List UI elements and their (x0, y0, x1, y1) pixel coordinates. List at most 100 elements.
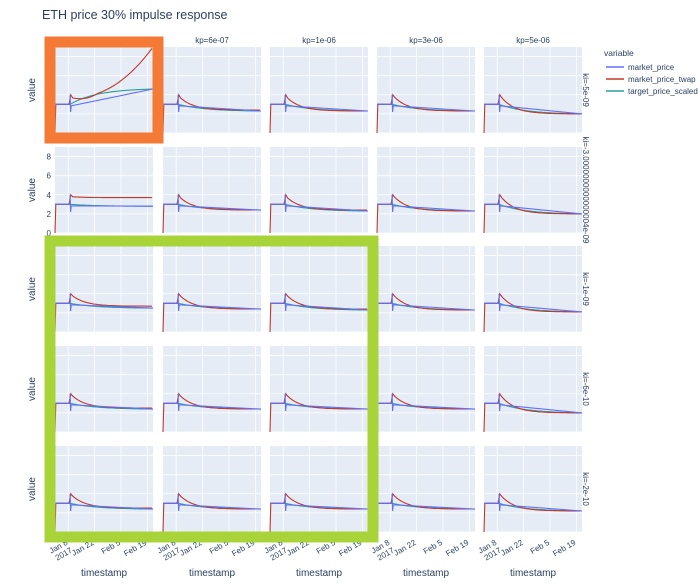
x-tick-label: Feb 19 (444, 538, 471, 559)
panel-background (377, 346, 475, 432)
y-axis-label: value (27, 78, 38, 102)
panel-r1-c3 (376, 147, 476, 234)
series-market_price (55, 393, 154, 412)
panel-r0-c2 (269, 47, 369, 134)
highlights (44, 36, 379, 543)
panel-background (484, 147, 582, 233)
x-tick-label: Jan 22 (392, 538, 418, 558)
series-market_price (270, 194, 369, 213)
x-tick-label-date: Feb 5 (529, 538, 552, 556)
panel-r0-c1 (162, 47, 262, 134)
panel-background (484, 346, 582, 432)
series-market_price (55, 293, 154, 312)
panel-r3-c2 (269, 346, 369, 433)
x-tick-label-date: Jan 22 (392, 538, 418, 558)
y-axis-label: value (27, 178, 38, 202)
x-tick-label: Feb 5 (529, 538, 552, 556)
panels (54, 47, 583, 533)
series-target_price_scaled (55, 88, 154, 105)
y-axis-label: value (27, 477, 38, 501)
panel-r1-c4 (483, 147, 583, 234)
series-target_price_scaled (55, 402, 154, 410)
panel-r4-c2 (269, 446, 369, 533)
panel-r1-c2 (269, 147, 369, 234)
y-tick-label: 8 (47, 153, 52, 162)
panel-r2-c3 (376, 246, 476, 333)
x-tick-label: Feb 5 (422, 538, 445, 556)
y-tick-label: 4 (47, 191, 52, 200)
column-label-1: kp=6e-07 (195, 36, 229, 45)
y-tick-label: 6 (47, 172, 52, 181)
x-axis-label: timestamp (189, 568, 236, 579)
panel-r1-c1 (162, 147, 262, 234)
y-axis-label: value (27, 277, 38, 301)
legend-label: market_price_twap (628, 75, 696, 84)
y-axis-label: value (27, 377, 38, 401)
panel-r0-c4 (483, 47, 583, 134)
panel-background (55, 147, 153, 233)
legend-label: market_price (628, 63, 675, 72)
row-label-1: ki=-3.0000000000000004e-09 (581, 137, 590, 245)
panel-r2-c2 (269, 246, 369, 333)
panel-background (270, 47, 368, 133)
panel-background (377, 47, 475, 133)
highlight-box-green (44, 235, 379, 543)
x-tick-label-date: Feb 19 (444, 538, 471, 559)
chart-title: ETH price 30% impulse response (42, 8, 228, 22)
panel-r2-c4 (483, 246, 583, 333)
row-label-4: ki=-2e-10 (581, 472, 590, 506)
series-market_price (484, 94, 583, 115)
panel-r3-c4 (483, 346, 583, 433)
panel-r0-c3 (376, 47, 476, 134)
series-market_price (484, 293, 583, 313)
legend-item-market_price[interactable]: market_price (606, 63, 675, 72)
series-market_price (270, 493, 369, 512)
panel-r3-c3 (376, 346, 476, 433)
panel-background (270, 246, 368, 332)
legend[interactable]: variable market_price market_price_twaptar… (604, 48, 698, 96)
panel-background (270, 147, 368, 233)
panel-background (55, 346, 153, 432)
panel-r0-c0 (54, 47, 154, 134)
legend-item-target_price_scaled[interactable]: target_price_scaled (606, 87, 698, 96)
series-market_price (163, 393, 262, 412)
column-label-3: kp=3e-06 (409, 36, 443, 45)
panel-background (377, 446, 475, 532)
row-label-2: ki=-1e-09 (581, 272, 590, 306)
panel-background (270, 446, 368, 532)
legend-title: variable (604, 48, 634, 58)
x-axis-label: timestamp (510, 568, 557, 579)
panel-background (163, 446, 261, 532)
series-market_price (163, 293, 262, 312)
panel-background (484, 47, 582, 133)
series-market_price (270, 94, 369, 113)
panel-r3-c0 (54, 346, 154, 433)
legend-label: target_price_scaled (628, 87, 698, 96)
row-label-0: ki=-5e-09 (581, 73, 590, 107)
panel-r4-c4 (483, 446, 583, 533)
y-tick-label: 0 (47, 229, 52, 238)
panel-r4-c1 (162, 446, 262, 533)
row-labels: ki=-5e-09 ki=-3.0000000000000004e-09 ki=-1… (581, 73, 590, 506)
legend-item-market_price_twap[interactable]: market_price_twap (606, 75, 696, 84)
panel-r1-c0 (54, 147, 154, 234)
panel-background (55, 446, 153, 532)
x-tick-label-date: Jan 22 (499, 538, 525, 558)
row-label-3: ki=-6e-10 (581, 372, 590, 406)
x-axis-label: timestamp (296, 568, 343, 579)
panel-background (55, 246, 153, 332)
series-market_price (55, 493, 154, 512)
panel-r4-c0 (54, 446, 154, 533)
series-market_price (55, 194, 154, 213)
panel-r2-c1 (162, 246, 262, 333)
column-label-2: kp=1e-06 (302, 36, 336, 45)
series-market_price (270, 393, 369, 412)
panel-r2-c0 (54, 246, 154, 333)
panel-background (377, 147, 475, 233)
x-tick-label-date: Feb 5 (422, 538, 445, 556)
series-market_price (484, 194, 583, 215)
panel-background (163, 147, 261, 233)
series-market_price (377, 194, 476, 213)
series-market_price (484, 493, 583, 512)
